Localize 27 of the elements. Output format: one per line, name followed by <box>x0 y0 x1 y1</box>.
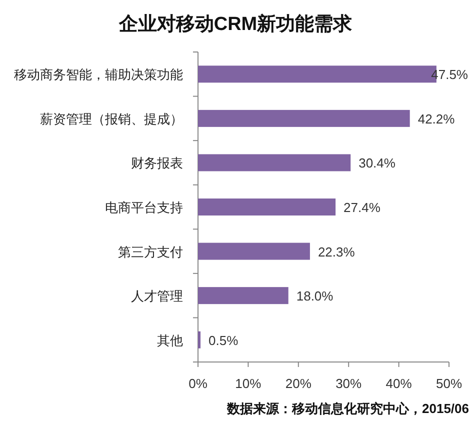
data-label: 30.4% <box>358 156 396 171</box>
bar <box>198 154 351 172</box>
data-label: 22.3% <box>318 244 356 260</box>
bar <box>198 110 410 127</box>
x-tick-label: 20% <box>285 376 312 391</box>
source-note: 数据来源：移动信息化研究中心，2015/06 <box>226 401 469 416</box>
y-tick-label: 其他 <box>157 332 183 348</box>
x-tick-label: 50% <box>436 376 462 391</box>
x-tick-label: 0% <box>188 376 208 391</box>
y-tick-label: 人才管理 <box>131 288 183 304</box>
y-tick-label: 移动商务智能，辅助决策功能 <box>14 67 183 82</box>
y-tick-label: 第三方支付 <box>118 244 183 260</box>
bar <box>198 242 310 260</box>
data-label: 27.4% <box>344 200 381 215</box>
y-tick-label: 电商平台支持 <box>105 200 183 215</box>
x-tick-label: 30% <box>336 376 362 391</box>
x-tick-label: 40% <box>386 376 412 391</box>
data-label: 18.0% <box>296 288 334 304</box>
bar <box>198 331 201 348</box>
x-tick-label: 10% <box>235 376 262 391</box>
chart-title: 企业对移动CRM新功能需求 <box>118 13 354 35</box>
bar <box>198 198 336 216</box>
y-tick-label: 薪资管理（报销、提成） <box>40 111 183 126</box>
y-tick-label: 财务报表 <box>131 156 183 171</box>
bar <box>198 287 288 304</box>
data-label: 42.2% <box>418 111 456 126</box>
data-label: 0.5% <box>208 332 239 348</box>
